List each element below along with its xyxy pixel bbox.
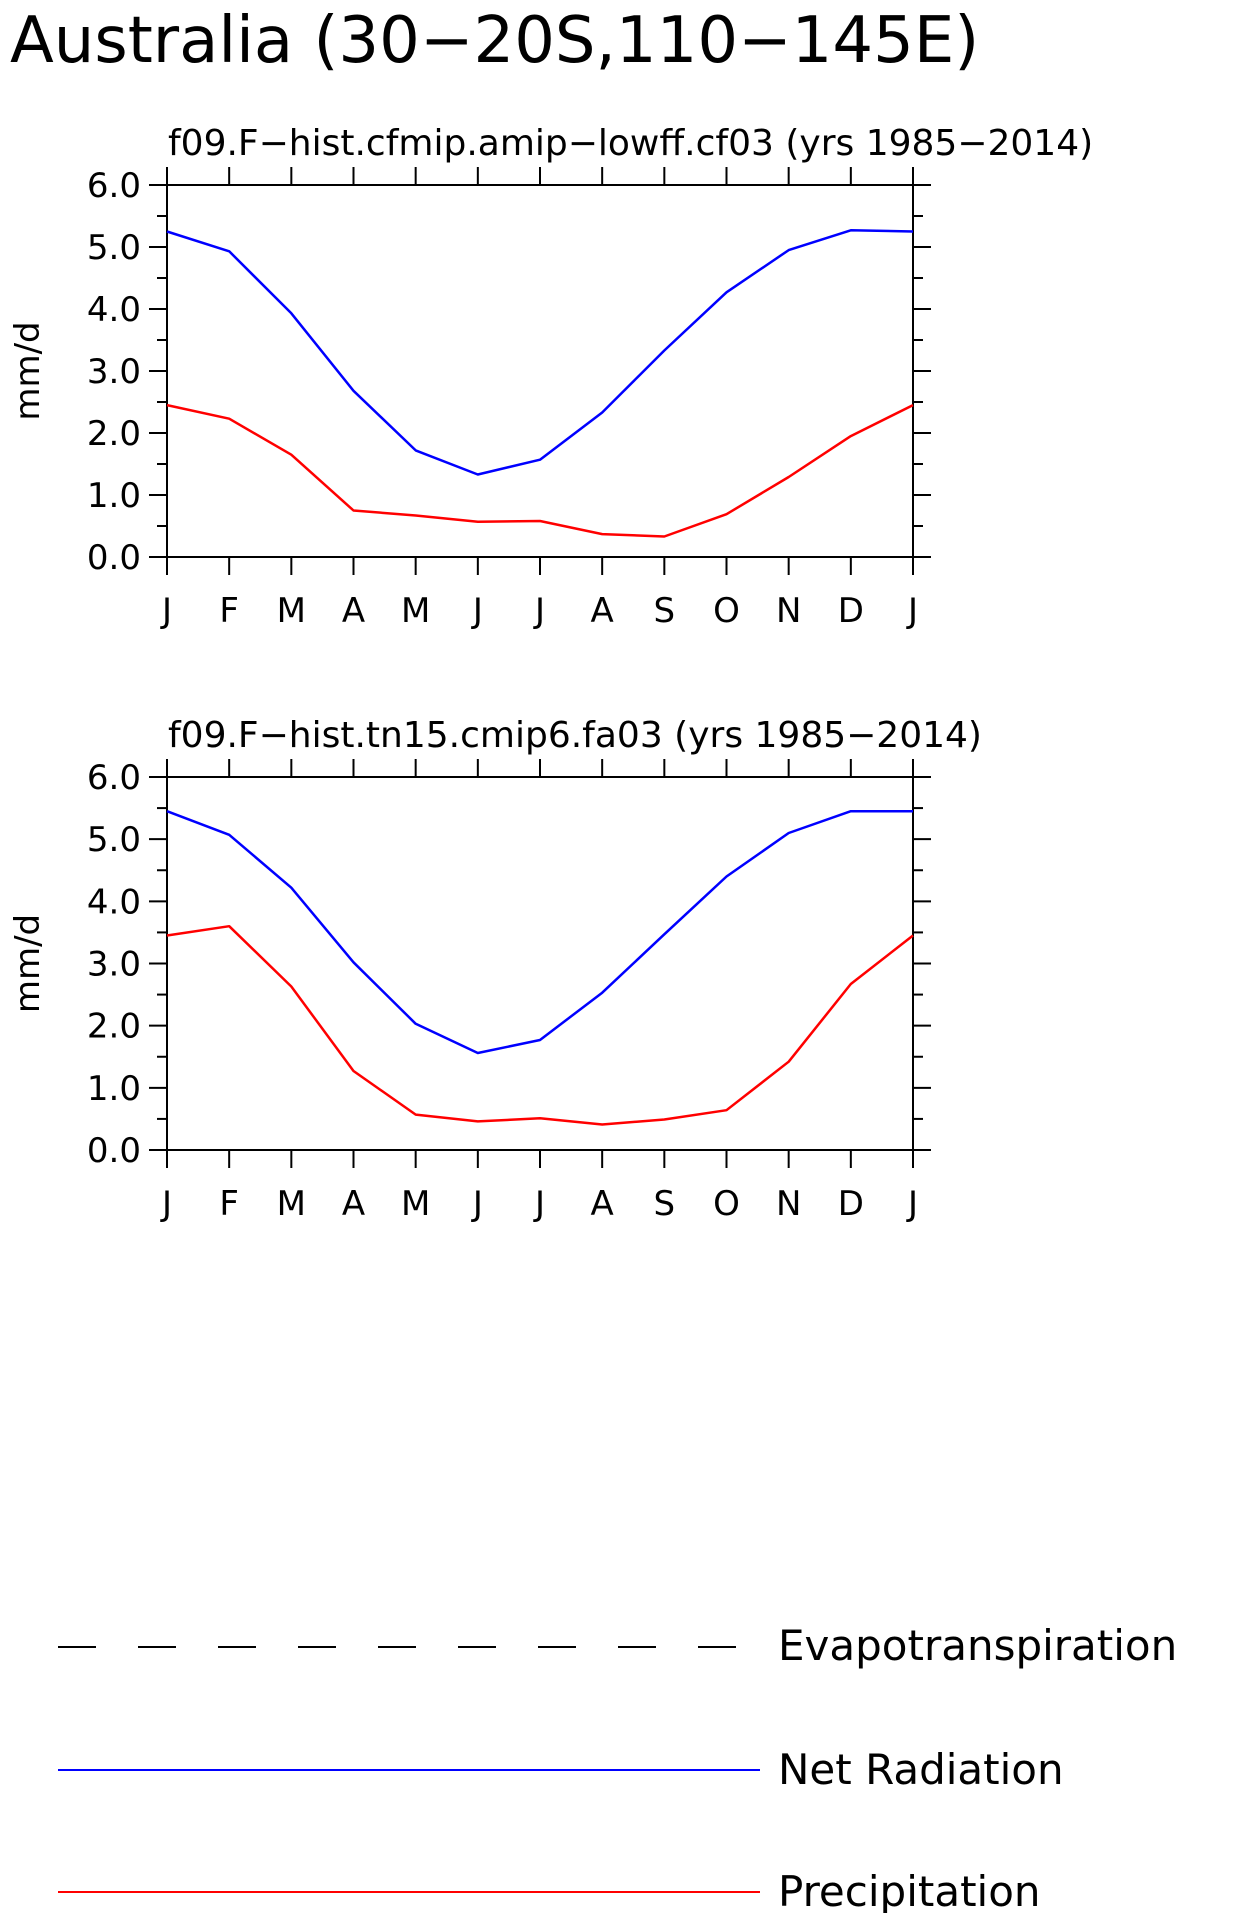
y-axis-label: mm/d xyxy=(8,914,48,1013)
x-tick-label: N xyxy=(776,1184,801,1224)
x-tick-label: A xyxy=(591,591,614,631)
y-tick-label: 4.0 xyxy=(87,290,141,330)
x-tick-label: M xyxy=(401,591,430,631)
x-tick-label: A xyxy=(342,591,365,631)
x-tick-label: J xyxy=(160,1184,172,1224)
chart-title: f09.F−hist.cfmip.amip−lowff.cf03 (yrs 19… xyxy=(168,123,1093,164)
y-tick-label: 5.0 xyxy=(87,820,141,860)
y-tick-label: 5.0 xyxy=(87,228,141,268)
y-tick-label: 1.0 xyxy=(87,1069,141,1109)
legend-label-precipitation: Precipitation xyxy=(778,1867,1041,1913)
y-tick-label: 3.0 xyxy=(87,352,141,392)
chart-panel-top: f09.F−hist.cfmip.amip−lowff.cf03 (yrs 19… xyxy=(8,123,1093,631)
x-tick-label: M xyxy=(277,1184,306,1224)
x-tick-label: J xyxy=(906,1184,918,1224)
series-line-net-radiation xyxy=(166,809,913,1055)
y-tick-label: 0.0 xyxy=(87,538,141,578)
y-tick-label: 0.0 xyxy=(87,1131,141,1171)
series-line-precipitation xyxy=(166,403,914,538)
y-axis-label: mm/d xyxy=(8,321,48,420)
plot-frame xyxy=(166,184,914,558)
x-tick-label: D xyxy=(838,591,864,631)
figure-title: Australia (30−20S,110−145E) xyxy=(10,4,979,78)
series-line-net-radiation xyxy=(166,229,914,476)
legend-label-net-radiation: Net Radiation xyxy=(778,1745,1064,1794)
y-tick-label: 6.0 xyxy=(87,166,141,206)
x-tick-label: J xyxy=(906,591,918,631)
x-tick-label: A xyxy=(591,1184,614,1224)
x-tick-label: J xyxy=(533,1184,545,1224)
chart-title: f09.F−hist.tn15.cmip6.fa03 (yrs 1985−201… xyxy=(168,715,982,756)
series-line-precipitation xyxy=(166,924,914,1126)
plot-frame xyxy=(166,776,914,1151)
x-tick-label: J xyxy=(471,1184,483,1224)
x-tick-label: M xyxy=(401,1184,430,1224)
x-tick-label: S xyxy=(654,591,676,631)
x-tick-label: O xyxy=(713,591,740,631)
x-tick-label: D xyxy=(838,1184,864,1224)
x-tick-label: F xyxy=(219,1184,239,1224)
legend-label-evapotranspiration: Evapotranspiration xyxy=(778,1621,1177,1670)
x-tick-label: N xyxy=(776,591,801,631)
x-tick-label: A xyxy=(342,1184,365,1224)
legend: Evapotranspiration Net Radiation Precipi… xyxy=(58,1621,1177,1913)
y-tick-label: 2.0 xyxy=(87,414,141,454)
y-tick-label: 4.0 xyxy=(87,882,141,922)
x-tick-label: J xyxy=(471,591,483,631)
y-tick-label: 3.0 xyxy=(87,945,141,985)
x-tick-label: J xyxy=(533,591,545,631)
chart-panel-bottom: f09.F−hist.tn15.cmip6.fa03 (yrs 1985−201… xyxy=(8,715,982,1224)
x-tick-label: J xyxy=(160,591,172,631)
x-tick-label: F xyxy=(219,591,239,631)
x-tick-label: O xyxy=(713,1184,740,1224)
y-tick-label: 2.0 xyxy=(87,1007,141,1047)
y-tick-label: 6.0 xyxy=(87,758,141,798)
x-tick-label: M xyxy=(277,591,306,631)
x-tick-label: S xyxy=(654,1184,676,1224)
y-tick-label: 1.0 xyxy=(87,476,141,516)
